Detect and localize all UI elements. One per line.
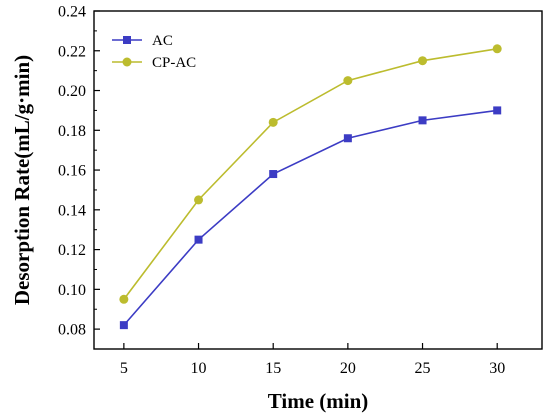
data-point [119,321,128,330]
y-tick-label: 0.22 [58,43,86,60]
data-point [194,235,203,244]
x-tick-label: 30 [489,360,505,377]
data-point [492,44,502,54]
data-point [343,76,353,86]
y-tick-label: 0.16 [58,163,86,180]
legend-item: CP-AC [112,55,196,71]
x-tick-label: 20 [340,360,356,377]
y-tick-label: 0.08 [58,322,86,339]
y-tick-label: 0.18 [58,123,86,140]
data-point [493,106,502,115]
y-tick-label: 0.12 [58,242,86,259]
legend-marker [123,36,131,44]
legend-label: CP-AC [152,55,196,71]
x-axis-title: Time (min) [268,389,369,413]
x-tick-label: 5 [120,360,128,377]
data-point [194,195,204,205]
legend-item: AC [112,33,173,49]
series-ac [119,106,502,330]
y-tick-label: 0.24 [58,4,86,21]
data-point [418,56,428,66]
data-point [269,170,278,179]
data-point [418,116,427,125]
y-axis-title: Desorption Rate(mL/g·min) [10,55,34,305]
x-tick-label: 25 [415,360,431,377]
legend-label: AC [152,33,173,49]
x-tick-label: 15 [265,360,281,377]
y-tick-label: 0.10 [58,282,86,299]
y-tick-label: 0.14 [58,202,86,219]
y-axis: 0.08 0.10 0.12 0.14 0.16 0.18 0.20 0.22 0.24 [58,4,100,339]
x-axis: 5 10 15 20 25 30 [120,343,505,377]
y-tick-label: 0.20 [58,83,86,100]
legend-marker [122,57,132,67]
series-line [123,109,498,326]
series-cp-ac [119,44,502,304]
data-point [268,117,278,127]
plot-border [93,10,543,350]
plot-frame [93,10,543,350]
series-layer [119,44,502,330]
x-tick-label: 10 [191,360,207,377]
data-point [343,134,352,143]
legend: AC CP-AC [112,33,196,71]
series-line [123,47,498,300]
data-point [119,294,129,304]
